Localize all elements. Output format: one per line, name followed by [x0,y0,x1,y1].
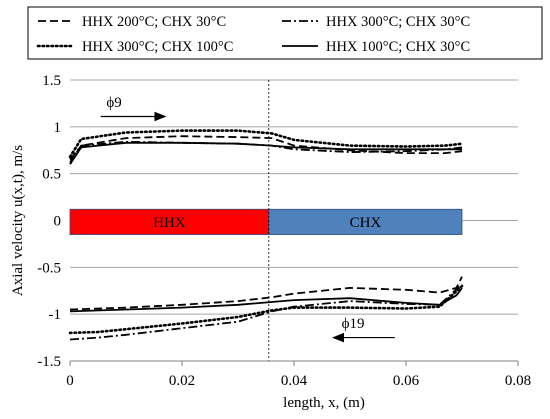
legend-label-3: HHX 300°C; CHX 100°C [82,39,233,55]
legend-label-4: HHX 100°C; CHX 30°C [326,39,470,55]
x-tick-label: 0.06 [393,373,420,389]
plot-area: HHX CHX 1.5 1 0.5 0 -0.5 -1 -1.5 0 0.02 0.04 0.06 0.… [37,73,531,389]
legend-label-1: HHX 200°C; CHX 30°C [82,14,226,30]
x-axis-title: length, x, (m) [283,395,365,411]
y-tick-label: -1.5 [37,354,61,370]
y-tick-label: 1.5 [42,73,61,89]
y-axis-title: Axial velocity u(x,t), m/s [10,145,26,296]
y-tick-label: 0 [54,214,62,230]
block-label-hhx: HHX [153,215,186,231]
annotation-label-2: ϕ19 [342,316,365,332]
legend-label-2: HHX 300°C; CHX 30°C [326,14,470,30]
y-tick-label: -1 [49,307,62,323]
series-4-upper-line [69,141,462,165]
axes: 1.5 1 0.5 0 -0.5 -1 -1.5 0 0.02 0.04 0.06 0.08 [37,73,531,389]
x-tick-label: 0.04 [281,373,308,389]
y-tick-label: 1 [54,120,62,136]
heat-exchanger-blocks: HHX CHX [69,80,463,361]
series-3-lower-line [68,284,464,335]
y-tick-label: -0.5 [37,260,61,276]
series-4-lower-line [69,287,463,313]
x-tick-label: 0.02 [169,373,195,389]
x-tick-label: 0.08 [505,373,531,389]
legend: HHX 200°C; CHX 30°C HHX 300°C; CHX 30°C HH… [27,6,543,60]
series-lines [68,129,464,341]
annotations: ϕ9 ϕ19 [100,95,395,343]
series-3-upper-line [68,129,464,159]
annotation-label-1: ϕ9 [106,95,121,111]
series-1-lower-line [69,276,463,311]
series-1-upper-line [69,135,463,163]
block-label-chx: CHX [350,215,382,231]
y-tick-label: 0.5 [42,167,61,183]
legend-box [27,6,543,60]
block-hhx [69,208,270,235]
x-tick-label: 0 [66,373,74,389]
block-chx [268,208,463,235]
